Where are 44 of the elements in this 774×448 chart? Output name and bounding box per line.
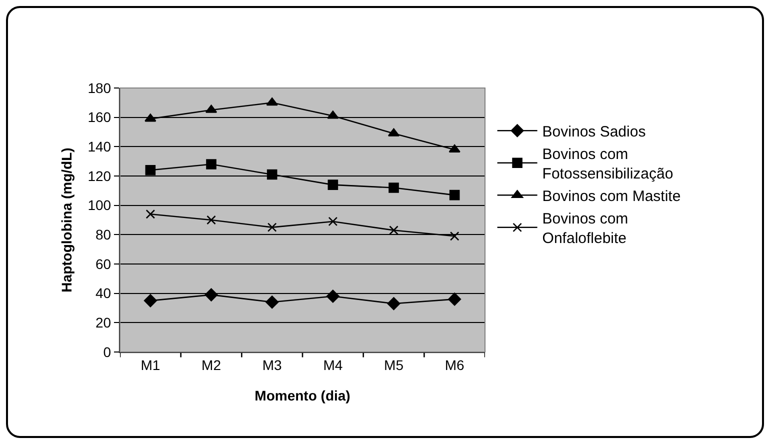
point <box>326 290 340 303</box>
point <box>145 164 156 176</box>
y-tick-label: 80 <box>95 226 112 243</box>
point <box>448 144 460 152</box>
legend-label: Bovinos Sadios <box>542 124 646 140</box>
point <box>328 180 338 190</box>
point <box>448 292 462 306</box>
x-tick-label: M5 <box>384 356 404 373</box>
legend-label: Bovinos com Mastite <box>542 188 681 205</box>
point <box>327 110 339 119</box>
point <box>267 222 277 232</box>
point <box>449 190 460 200</box>
y-tick-label: 140 <box>88 138 112 155</box>
x-tick-label: M4 <box>323 356 343 373</box>
x-tick-label: M3 <box>262 356 282 373</box>
point <box>204 288 218 302</box>
y-tick-label: 60 <box>95 256 112 272</box>
x-tick-label: M1 <box>140 356 160 373</box>
point <box>328 216 338 226</box>
legend-label: Bovinos com Onfaloflebite <box>542 210 628 247</box>
y-tick-label: 0 <box>103 344 112 360</box>
point <box>144 294 157 308</box>
point <box>144 114 156 122</box>
y-tick-label: 20 <box>95 314 112 331</box>
point <box>206 159 216 170</box>
x-axis-title: Momento (dia) <box>254 387 350 404</box>
y-axis-title: Haptoglobina (mg/dL) <box>58 148 74 292</box>
point <box>266 98 278 106</box>
y-tick-label: 120 <box>88 168 112 184</box>
point <box>387 297 400 310</box>
y-tick-label: 40 <box>95 285 112 302</box>
point <box>388 182 399 193</box>
y-tick-label: 100 <box>88 197 112 214</box>
point <box>266 169 278 180</box>
x-tick-label: M2 <box>202 356 222 373</box>
y-tick-label: 160 <box>88 109 112 126</box>
y-tick-label: 180 <box>88 80 112 96</box>
point <box>146 209 156 219</box>
x-tick-label: M6 <box>444 356 465 373</box>
point <box>266 296 279 309</box>
legend-label: Bovinos com Fotossensibilização <box>542 146 674 182</box>
point <box>450 231 460 241</box>
point <box>389 226 398 235</box>
point <box>206 215 216 225</box>
